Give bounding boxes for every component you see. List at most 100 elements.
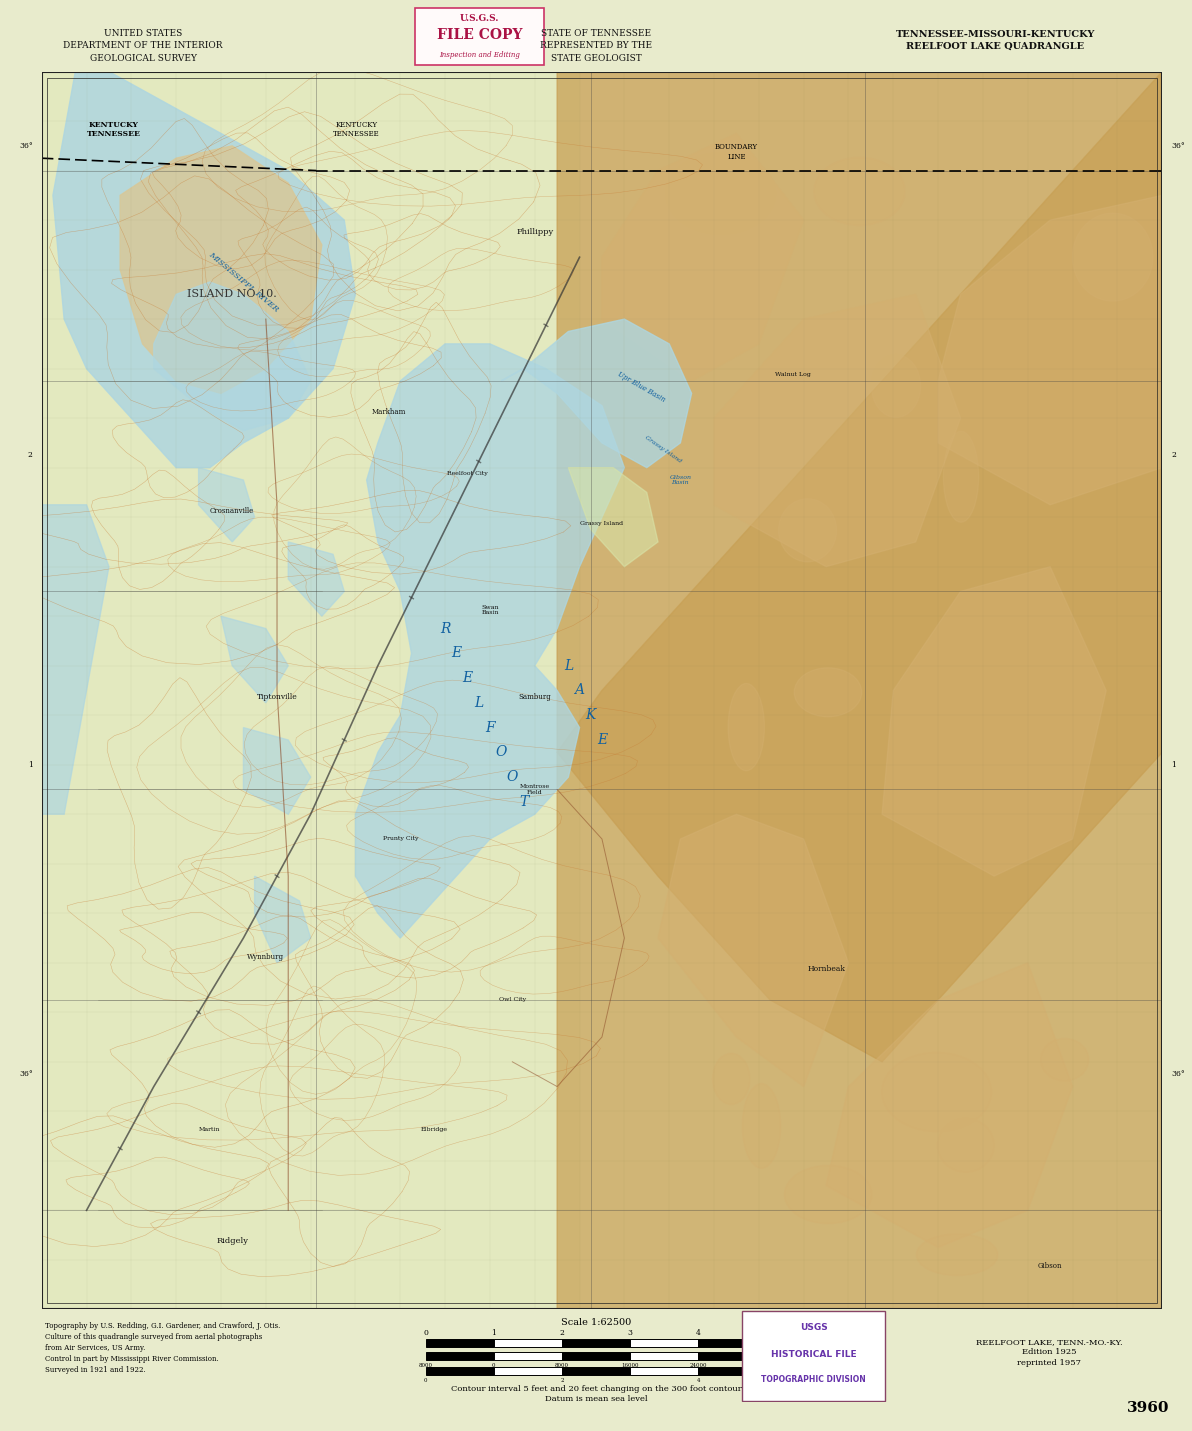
Text: Gibson: Gibson bbox=[1038, 1262, 1062, 1271]
Polygon shape bbox=[569, 468, 658, 567]
Text: Topography by U.S. Redding, G.I. Gardener, and Crawford, J. Otis.
Culture of thi: Topography by U.S. Redding, G.I. Gardene… bbox=[45, 1322, 280, 1374]
Text: Markham: Markham bbox=[372, 408, 406, 416]
Ellipse shape bbox=[778, 499, 837, 562]
Text: STATE OF TENNESSEE
REPRESENTED BY THE
STATE GEOLOGIST: STATE OF TENNESSEE REPRESENTED BY THE ST… bbox=[540, 29, 652, 63]
Polygon shape bbox=[826, 963, 1073, 1248]
Bar bbox=[631, 1367, 699, 1375]
Text: TENNESSEE-MISSOURI-KENTUCKY
REELFOOT LAKE QUADRANGLE: TENNESSEE-MISSOURI-KENTUCKY REELFOOT LAK… bbox=[895, 30, 1095, 50]
Text: 2: 2 bbox=[560, 1378, 564, 1384]
Text: L: L bbox=[564, 658, 573, 673]
Ellipse shape bbox=[1041, 1039, 1088, 1080]
Bar bbox=[426, 1339, 493, 1347]
Text: 36°: 36° bbox=[19, 1070, 32, 1078]
Ellipse shape bbox=[728, 684, 764, 771]
Text: E: E bbox=[597, 733, 607, 747]
Bar bbox=[426, 1367, 493, 1375]
Text: REELFOOT LAKE, TENN.-MO.-KY.
Edition 1925
reprinted 1957: REELFOOT LAKE, TENN.-MO.-KY. Edition 192… bbox=[975, 1338, 1123, 1367]
Text: HISTORICAL FILE: HISTORICAL FILE bbox=[771, 1349, 856, 1358]
Text: L: L bbox=[474, 695, 483, 710]
Text: 16000: 16000 bbox=[621, 1364, 639, 1368]
Bar bbox=[561, 1352, 631, 1359]
Text: Crosnanville: Crosnanville bbox=[210, 507, 254, 515]
Text: Phillippy: Phillippy bbox=[516, 229, 553, 236]
Text: U.S.G.S.: U.S.G.S. bbox=[460, 13, 499, 23]
Text: 8000: 8000 bbox=[555, 1364, 569, 1368]
Text: Miles: Miles bbox=[774, 1329, 794, 1337]
Bar bbox=[699, 1339, 766, 1347]
Text: 36°: 36° bbox=[19, 142, 32, 150]
Polygon shape bbox=[255, 876, 311, 963]
Text: 1: 1 bbox=[27, 761, 32, 768]
Text: Gibson
Basin: Gibson Basin bbox=[670, 475, 691, 485]
Text: K: K bbox=[585, 708, 596, 723]
Text: E: E bbox=[452, 647, 461, 660]
Text: 4: 4 bbox=[696, 1378, 700, 1384]
Polygon shape bbox=[602, 133, 803, 381]
Text: KENTUCKY
TENNESSEE: KENTUCKY TENNESSEE bbox=[333, 122, 380, 139]
Bar bbox=[561, 1367, 631, 1375]
Text: Inspection and Editing: Inspection and Editing bbox=[440, 52, 520, 59]
Text: Ridgely: Ridgely bbox=[216, 1238, 248, 1245]
Polygon shape bbox=[154, 282, 311, 431]
Text: 3960: 3960 bbox=[1126, 1401, 1169, 1415]
Ellipse shape bbox=[743, 1083, 781, 1168]
Text: FILE COPY: FILE COPY bbox=[437, 29, 522, 43]
Text: Scale 1:62500: Scale 1:62500 bbox=[561, 1318, 631, 1327]
Bar bbox=[561, 1339, 631, 1347]
Polygon shape bbox=[882, 567, 1106, 876]
Text: 8000: 8000 bbox=[418, 1364, 433, 1368]
Text: TOPOGRAPHIC DIVISION: TOPOGRAPHIC DIVISION bbox=[762, 1375, 865, 1384]
Text: R: R bbox=[440, 621, 451, 635]
Polygon shape bbox=[355, 343, 625, 939]
Text: Hornbeak: Hornbeak bbox=[807, 964, 845, 973]
Polygon shape bbox=[557, 72, 1162, 1309]
Text: MISSISSIPPI  RIVER: MISSISSIPPI RIVER bbox=[207, 250, 280, 313]
Text: Kilometres: Kilometres bbox=[774, 1378, 803, 1384]
Text: E: E bbox=[462, 671, 472, 685]
Ellipse shape bbox=[784, 1165, 871, 1224]
Text: 2: 2 bbox=[1172, 451, 1177, 459]
Polygon shape bbox=[199, 468, 255, 542]
Bar bbox=[493, 1339, 561, 1347]
Bar bbox=[699, 1352, 766, 1359]
Bar bbox=[631, 1352, 699, 1359]
Bar bbox=[493, 1352, 561, 1359]
Text: Martin: Martin bbox=[199, 1128, 221, 1132]
Text: 36°: 36° bbox=[1172, 1070, 1185, 1078]
Polygon shape bbox=[714, 295, 961, 567]
Ellipse shape bbox=[713, 1053, 750, 1105]
Text: KENTUCKY
TENNESSEE: KENTUCKY TENNESSEE bbox=[87, 122, 141, 139]
Bar bbox=[631, 1339, 699, 1347]
Polygon shape bbox=[501, 319, 691, 468]
Polygon shape bbox=[52, 72, 355, 468]
Bar bbox=[493, 1367, 561, 1375]
Text: 24000: 24000 bbox=[689, 1364, 707, 1368]
Text: F: F bbox=[485, 721, 495, 734]
Ellipse shape bbox=[794, 668, 862, 717]
Text: BOUNDARY
LINE: BOUNDARY LINE bbox=[715, 143, 758, 160]
Ellipse shape bbox=[666, 153, 776, 235]
Text: Montrose
Field: Montrose Field bbox=[520, 784, 550, 794]
Bar bbox=[42, 72, 579, 1309]
Text: 0: 0 bbox=[423, 1329, 428, 1337]
Text: 2: 2 bbox=[559, 1329, 564, 1337]
Text: 1: 1 bbox=[1172, 761, 1177, 768]
Text: 36°: 36° bbox=[1172, 142, 1185, 150]
Text: Reelfoot City: Reelfoot City bbox=[447, 471, 488, 477]
Ellipse shape bbox=[814, 157, 905, 226]
Ellipse shape bbox=[943, 431, 979, 522]
Text: Tiptonville: Tiptonville bbox=[256, 693, 297, 701]
Ellipse shape bbox=[871, 355, 920, 418]
Text: Feet: Feet bbox=[774, 1364, 786, 1368]
Ellipse shape bbox=[938, 1119, 994, 1172]
Text: Grassy Island: Grassy Island bbox=[581, 521, 623, 525]
Polygon shape bbox=[557, 72, 1162, 1062]
Bar bbox=[699, 1367, 766, 1375]
Text: Grassy Island: Grassy Island bbox=[645, 435, 683, 464]
Polygon shape bbox=[221, 617, 288, 703]
Polygon shape bbox=[42, 505, 108, 814]
Text: 1: 1 bbox=[491, 1329, 496, 1337]
Text: 4: 4 bbox=[696, 1329, 701, 1337]
Text: 2: 2 bbox=[27, 451, 32, 459]
Polygon shape bbox=[120, 146, 322, 394]
